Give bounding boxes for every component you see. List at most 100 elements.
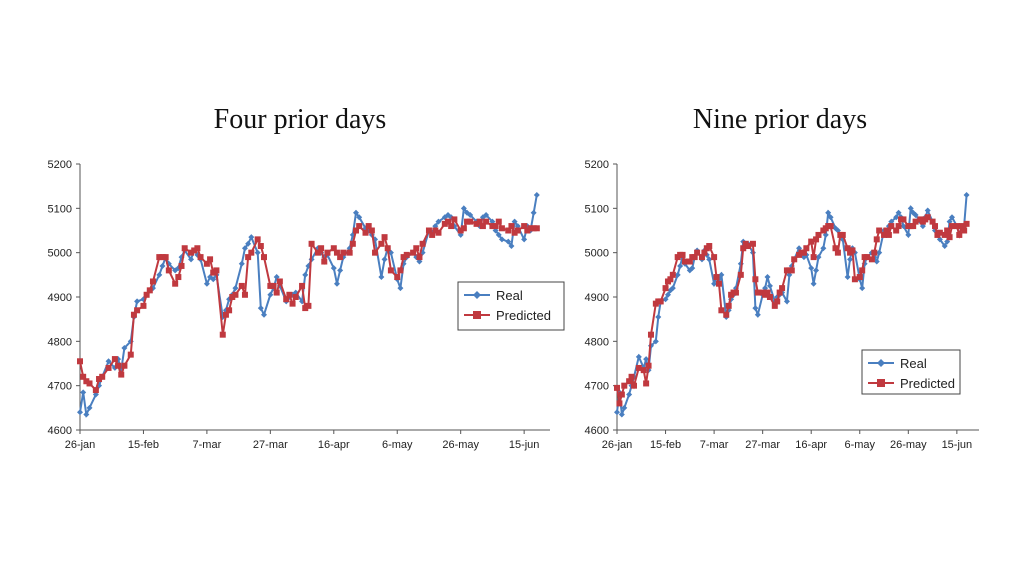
data-point-predicted <box>194 245 201 252</box>
data-point-real <box>662 296 669 303</box>
data-point-predicted <box>77 358 83 365</box>
data-point-predicted <box>222 311 229 318</box>
data-point-predicted <box>460 225 467 232</box>
data-point-real <box>435 218 442 225</box>
line-chart-four-prior-days: 4600 4700 4800 4900 5000 5100 5200 26-jan 15-feb… <box>48 159 565 451</box>
legend-marker-square <box>473 311 481 319</box>
data-point-predicted <box>479 223 486 230</box>
data-point-real <box>808 265 815 272</box>
y-tick-label: 4700 <box>585 381 609 393</box>
y-tick-label: 4800 <box>48 336 72 348</box>
x-tick-label: 15-feb <box>128 439 159 451</box>
data-point-real <box>706 256 713 263</box>
data-point-predicted <box>432 227 439 234</box>
data-point-predicted <box>621 382 628 389</box>
data-point-real <box>859 285 866 292</box>
data-point-predicted <box>473 220 480 227</box>
data-point-real <box>467 211 474 218</box>
data-point-predicted <box>803 245 810 252</box>
data-point-predicted <box>788 267 795 274</box>
data-point-predicted <box>844 245 851 252</box>
data-point-predicted <box>679 251 686 258</box>
data-point-predicted <box>96 376 103 383</box>
data-point-real <box>832 225 839 232</box>
x-tick-label: 26-jan <box>65 439 96 451</box>
data-point-predicted <box>232 291 239 298</box>
data-point-predicted <box>172 280 179 287</box>
data-point-predicted <box>121 362 128 369</box>
data-point-predicted <box>851 276 858 283</box>
x-tick-label: 15-feb <box>650 439 681 451</box>
data-point-real <box>159 262 166 269</box>
data-point-real <box>302 271 309 278</box>
data-point-predicted <box>657 298 664 305</box>
data-point-real <box>820 245 827 252</box>
data-point-real <box>495 231 502 238</box>
data-point-real <box>210 276 217 283</box>
data-point-predicted <box>467 218 474 225</box>
x-tick-label: 26-may <box>890 439 927 451</box>
data-point-real <box>333 280 340 287</box>
y-tick-label: 5100 <box>585 203 609 215</box>
data-point-predicted <box>229 294 236 300</box>
x-tick-label: 16-apr <box>795 439 827 451</box>
data-point-real <box>949 214 956 221</box>
data-point-real <box>381 256 388 263</box>
data-point-predicted <box>616 400 623 407</box>
data-point-predicted <box>766 294 773 300</box>
data-point-predicted <box>330 245 337 252</box>
data-point-predicted <box>873 236 880 243</box>
x-tick-label: 7-mar <box>700 439 729 451</box>
data-point-predicted <box>521 223 528 230</box>
data-point-predicted <box>495 218 502 225</box>
data-point-predicted <box>273 289 280 296</box>
data-point-real <box>900 223 907 230</box>
data-point-predicted <box>752 276 759 283</box>
data-point-real <box>445 211 451 218</box>
data-point-predicted <box>134 307 141 314</box>
data-point-predicted <box>387 267 394 274</box>
data-point-real <box>254 249 261 256</box>
data-point-real <box>822 231 829 238</box>
data-point-predicted <box>416 254 423 261</box>
data-point-predicted <box>86 380 93 387</box>
data-point-real <box>664 291 671 298</box>
data-point-predicted <box>723 311 730 318</box>
data-point-real <box>86 404 93 411</box>
data-point-predicted <box>839 231 846 238</box>
data-point-predicted <box>130 311 137 318</box>
data-point-predicted <box>514 227 521 234</box>
data-point-predicted <box>425 227 432 234</box>
legend-marker-diamond <box>877 359 885 367</box>
data-point-real <box>483 211 490 218</box>
data-point-predicted <box>754 289 761 296</box>
data-point-real <box>810 280 817 287</box>
data-point-predicted <box>127 351 134 358</box>
data-point-predicted <box>732 289 739 296</box>
y-tick-label: 5100 <box>48 203 72 215</box>
data-point-predicted <box>400 254 407 261</box>
data-point-real <box>873 258 880 265</box>
data-point-real <box>248 234 255 241</box>
data-point-predicted <box>813 236 820 243</box>
data-point-predicted <box>737 271 744 278</box>
data-point-predicted <box>749 240 756 247</box>
data-point-predicted <box>764 289 771 296</box>
data-point-predicted <box>832 245 839 252</box>
data-point-predicted <box>146 287 153 294</box>
x-tick-label: 15-jun <box>509 439 540 451</box>
data-point-real <box>711 280 718 287</box>
data-point-predicted <box>498 225 505 232</box>
data-point-predicted <box>365 223 372 230</box>
data-point-real <box>533 192 540 199</box>
x-tick-label: 15-jun <box>942 439 973 451</box>
data-point-predicted <box>694 249 701 256</box>
data-point-predicted <box>188 249 195 256</box>
x-tick-label: 27-mar <box>253 439 288 451</box>
data-point-real <box>238 260 245 267</box>
data-point-predicted <box>340 249 347 256</box>
data-point-predicted <box>105 364 112 371</box>
data-point-predicted <box>715 280 722 287</box>
y-tick-label: 4600 <box>48 425 72 437</box>
data-point-real <box>963 192 970 199</box>
